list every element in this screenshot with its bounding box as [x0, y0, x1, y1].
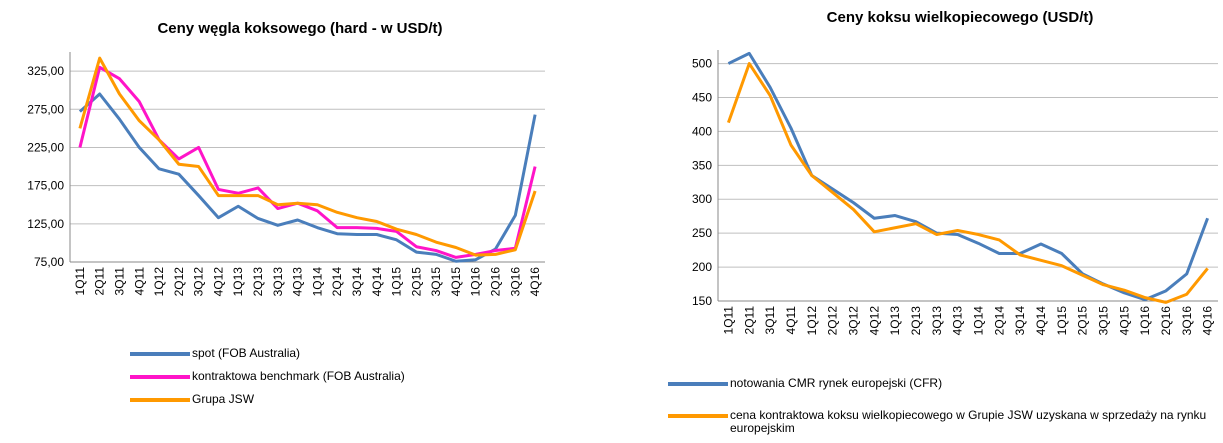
x-tick-label: 1Q11	[721, 306, 735, 335]
x-tick-label: 2Q11	[742, 306, 756, 335]
y-tick-label: 300	[692, 192, 712, 206]
series-line	[78, 65, 537, 259]
legend-swatch	[668, 414, 728, 418]
x-tick-label: 2Q12	[172, 267, 186, 297]
y-tick-label: 325,00	[27, 64, 64, 78]
x-tick-label: 3Q14	[350, 267, 364, 297]
y-tick-label: 500	[692, 57, 712, 71]
x-tick-label: 2Q13	[909, 306, 923, 336]
legend: notowania CMR rynek europejski (CFR) cena…	[668, 377, 1220, 435]
y-tick-label: 450	[692, 90, 712, 104]
x-tick-label: 4Q14	[1034, 306, 1048, 336]
y-tick-label: 225,00	[27, 140, 64, 154]
chart-title: Ceny węgla koksowego (hard - w USD/t)	[157, 20, 442, 37]
x-tick-label: 3Q15	[429, 267, 443, 297]
legend-item: spot (FOB Australia)	[130, 347, 530, 360]
x-tick-label: 1Q13	[231, 267, 245, 297]
x-tick-label: 4Q15	[449, 267, 463, 297]
x-tick-label: 1Q13	[888, 306, 902, 336]
x-tick-label: 2Q14	[330, 267, 344, 297]
x-tick-label: 3Q11	[112, 267, 126, 296]
y-tick-label: 150	[692, 294, 712, 308]
x-tick-label: 4Q16	[1201, 306, 1215, 336]
legend-item: kontraktowa benchmark (FOB Australia)	[130, 370, 530, 383]
legend-label: Grupa JSW	[192, 392, 255, 406]
legend-label: notowania CMR rynek europejski (CFR)	[730, 376, 943, 390]
y-tick-label: 125,00	[27, 217, 64, 231]
x-tick-label: 1Q12	[152, 267, 166, 297]
y-tick-label: 75,00	[34, 255, 64, 269]
legend-swatch	[130, 352, 190, 356]
legend-label: kontraktowa benchmark (FOB Australia)	[192, 369, 405, 383]
x-tick-label: 4Q12	[867, 306, 881, 336]
legend: spot (FOB Australia) kontraktowa benchmar…	[130, 347, 530, 406]
series-line	[78, 92, 537, 263]
x-tick-label: 3Q13	[930, 306, 944, 336]
x-tick-label: 2Q11	[93, 267, 107, 296]
x-tick-label: 1Q15	[1055, 306, 1069, 336]
x-tick-label: 4Q11	[784, 306, 798, 335]
x-tick-label: 3Q14	[1013, 306, 1027, 336]
x-tick-label: 3Q16	[508, 267, 522, 297]
x-tick-label: 4Q15	[1117, 306, 1131, 336]
x-tick-label: 4Q14	[370, 267, 384, 297]
x-tick-label: 4Q13	[291, 267, 305, 297]
x-tick-label: 2Q13	[251, 267, 265, 297]
x-tick-label: 1Q14	[971, 306, 985, 336]
legend-swatch	[668, 382, 728, 386]
x-tick-label: 3Q12	[846, 306, 860, 336]
x-tick-label: 2Q14	[992, 306, 1006, 336]
legend-label: cena kontraktowa koksu wielkopiecowego w…	[730, 408, 1207, 435]
x-tick-label: 2Q12	[826, 306, 840, 336]
x-tick-label: 4Q16	[528, 267, 542, 297]
x-tick-label: 4Q11	[132, 267, 146, 296]
x-tick-label: 1Q15	[390, 267, 404, 297]
x-tick-label: 3Q11	[763, 306, 777, 335]
x-tick-label: 1Q12	[805, 306, 819, 336]
x-tick-label: 3Q16	[1180, 306, 1194, 336]
legend-item: notowania CMR rynek europejski (CFR)	[668, 377, 1220, 390]
x-tick-label: 2Q16	[1159, 306, 1173, 336]
legend-item: Grupa JSW	[130, 393, 530, 406]
x-tick-label: 3Q13	[271, 267, 285, 297]
x-tick-label: 3Q15	[1096, 306, 1110, 336]
x-tick-label: 2Q15	[409, 267, 423, 297]
y-tick-label: 400	[692, 124, 712, 138]
legend-swatch	[130, 398, 190, 402]
x-tick-label: 2Q15	[1076, 306, 1090, 336]
y-tick-label: 350	[692, 158, 712, 172]
series-line	[727, 51, 1209, 302]
chart-title: Ceny koksu wielkopiecowego (USD/t)	[827, 9, 1094, 26]
y-tick-label: 250	[692, 226, 712, 240]
y-tick-label: 275,00	[27, 102, 64, 116]
x-tick-label: 1Q11	[73, 267, 87, 296]
series-line	[78, 56, 537, 257]
legend-swatch	[130, 375, 190, 379]
x-tick-label: 1Q16	[469, 267, 483, 297]
x-tick-label: 1Q16	[1138, 306, 1152, 336]
legend-item: cena kontraktowa koksu wielkopiecowego w…	[668, 409, 1220, 435]
y-tick-label: 200	[692, 260, 712, 274]
x-tick-label: 4Q12	[211, 267, 225, 297]
series-line	[727, 62, 1209, 304]
x-tick-label: 4Q13	[951, 306, 965, 336]
y-tick-label: 175,00	[27, 179, 64, 193]
x-tick-label: 1Q14	[310, 267, 324, 297]
x-tick-label: 3Q12	[192, 267, 206, 297]
x-tick-label: 2Q16	[489, 267, 503, 297]
legend-label: spot (FOB Australia)	[192, 346, 301, 360]
